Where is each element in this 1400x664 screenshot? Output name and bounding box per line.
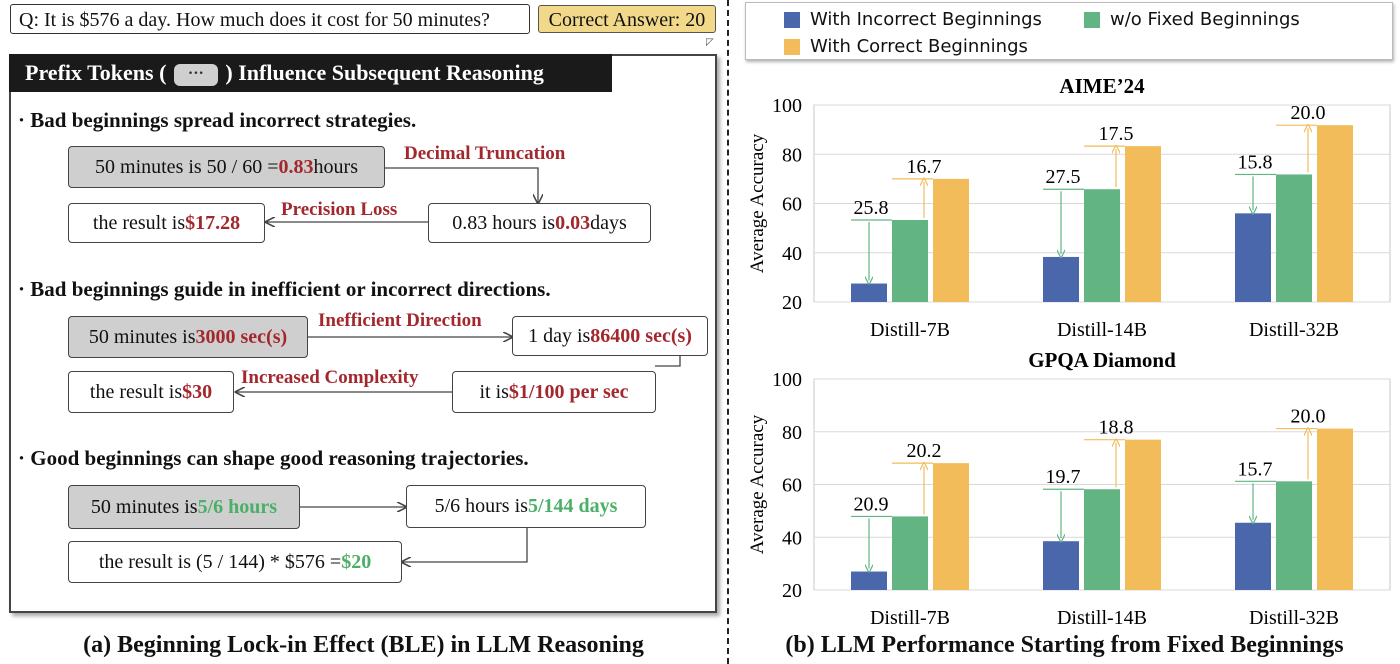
legend-item-incorrect: With Incorrect Beginnings	[784, 9, 1042, 30]
bar-without	[1276, 174, 1312, 302]
bar-incorrect	[851, 283, 887, 302]
bar-correct	[1125, 439, 1161, 590]
y-tick-label: 20	[782, 292, 802, 314]
section-heading-2: · Bad beginnings guide in inefficient or…	[18, 277, 551, 301]
reasoning-node: 1 day is 86400 sec(s)	[512, 316, 708, 356]
bar-incorrect	[1043, 256, 1079, 302]
bar-incorrect	[851, 571, 887, 590]
bar-without	[1084, 489, 1120, 590]
y-tick-label: 60	[782, 475, 802, 497]
reasoning-node: 50 minutes is 5/6 hours	[68, 485, 300, 529]
panel-divider	[727, 0, 729, 664]
drop-value-label: 15.7	[1238, 458, 1273, 480]
edge-label: Increased Complexity	[241, 367, 419, 388]
bar-correct	[933, 178, 969, 302]
corner-mark-icon: ◸	[706, 37, 714, 48]
reasoning-node: the result is $17.28	[68, 203, 265, 243]
gain-value-label: 16.7	[907, 156, 942, 178]
y-axis-label: Average Accuracy	[747, 133, 768, 273]
legend-swatch	[784, 38, 800, 55]
bar-without	[1084, 189, 1120, 302]
section-heading-3: · Good beginnings can shape good reasoni…	[18, 446, 529, 470]
gain-value-label: 20.0	[1291, 406, 1326, 428]
caption-left: (a) Beginning Lock-in Effect (BLE) in LL…	[83, 632, 644, 658]
y-tick-label: 80	[782, 422, 802, 444]
section-heading-1: · Bad beginnings spread incorrect strate…	[18, 108, 417, 132]
drop-value-label: 20.9	[854, 493, 889, 515]
legend-item-without: w/o Fixed Beginnings	[1084, 9, 1300, 30]
reasoning-node: 50 minutes is 50 / 60 = 0.83 hours	[68, 146, 385, 188]
drop-value-label: 15.8	[1238, 151, 1273, 173]
x-tick-label: Distill-32B	[1249, 607, 1339, 629]
legend-item-correct: With Correct Beginnings	[784, 36, 1028, 57]
y-tick-label: 80	[782, 144, 802, 166]
question-box: Q: It is $576 a day. How much does it co…	[10, 4, 530, 34]
x-tick-label: Distill-32B	[1249, 319, 1339, 341]
legend-swatch	[784, 11, 800, 28]
caption-right: (b) LLM Performance Starting from Fixed …	[785, 632, 1344, 658]
x-tick-label: Distill-14B	[1057, 319, 1147, 341]
bar-incorrect	[1043, 541, 1079, 590]
x-tick-label: Distill-14B	[1057, 607, 1147, 629]
reasoning-node: 50 minutes is 3000 sec(s)	[68, 316, 308, 358]
bar-correct	[1317, 125, 1353, 302]
chart-legend: With Incorrect Beginnings w/o Fixed Begi…	[745, 2, 1393, 60]
chart-title: AIME’24	[1059, 74, 1145, 98]
edge-label: Precision Loss	[281, 199, 398, 220]
reasoning-node: the result is $30	[68, 371, 234, 413]
reasoning-node: 0.83 hours is 0.03 days	[428, 203, 651, 243]
y-tick-label: 60	[782, 194, 802, 216]
gain-value-label: 17.5	[1099, 123, 1134, 145]
drop-value-label: 25.8	[854, 197, 889, 219]
x-tick-label: Distill-7B	[870, 319, 950, 341]
bar-incorrect	[1235, 522, 1271, 590]
y-tick-label: 40	[782, 243, 802, 265]
reasoning-node: 5/6 hours is 5/144 days	[406, 485, 646, 528]
chart-title: GPQA Diamond	[1028, 348, 1176, 372]
bar-without	[892, 219, 928, 302]
reasoning-node: the result is (5 / 144) * $576 = $20	[68, 541, 402, 583]
gain-value-label: 20.2	[907, 440, 942, 462]
panel-title: Prefix Tokens ( ··· ) Influence Subseque…	[9, 54, 612, 92]
prefix-token-chip: ···	[173, 63, 218, 86]
correct-answer-badge: Correct Answer: 20	[538, 5, 716, 33]
reasoning-node: it is $1/100 per sec	[452, 371, 656, 413]
bar-correct	[1317, 428, 1353, 590]
flow-arrows	[0, 167, 681, 664]
legend-swatch	[1084, 11, 1100, 28]
bar-incorrect	[1235, 213, 1271, 302]
x-tick-label: Distill-7B	[870, 607, 950, 629]
bar-charts: 20 40 60 80 100 AIME’24 Average Accuracy Distil…	[747, 74, 1391, 629]
y-tick-label: 20	[782, 580, 802, 602]
gain-value-label: 20.0	[1291, 102, 1326, 124]
bar-correct	[933, 463, 969, 590]
edge-label: Decimal Truncation	[404, 143, 566, 164]
edge-label: Inefficient Direction	[318, 310, 482, 331]
y-axis-label: Average Accuracy	[747, 414, 768, 554]
bar-without	[892, 516, 928, 590]
bar-correct	[1125, 146, 1161, 302]
gain-value-label: 18.8	[1099, 417, 1134, 439]
drop-value-label: 19.7	[1046, 466, 1081, 488]
y-tick-label: 100	[772, 369, 802, 391]
bar-without	[1276, 481, 1312, 590]
y-tick-label: 40	[782, 527, 802, 549]
y-tick-label: 100	[772, 95, 802, 117]
drop-value-label: 27.5	[1046, 166, 1081, 188]
